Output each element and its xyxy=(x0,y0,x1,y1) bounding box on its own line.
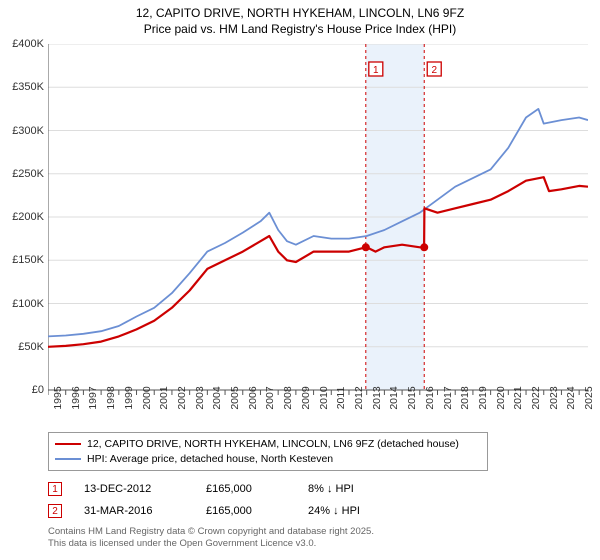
xtick-label: 1996 xyxy=(70,386,82,409)
xtick-label: 2008 xyxy=(282,386,294,409)
xtick-label: 2003 xyxy=(194,386,206,409)
xtick-label: 2004 xyxy=(211,386,223,409)
ytick-label: £100K xyxy=(12,298,44,310)
svg-text:1: 1 xyxy=(373,65,379,76)
ytick-label: £150K xyxy=(12,254,44,266)
xtick-label: 2025 xyxy=(583,386,595,409)
xtick-label: 2009 xyxy=(300,386,312,409)
footer-line1: Contains HM Land Registry data © Crown c… xyxy=(48,526,374,538)
xtick-label: 2012 xyxy=(353,386,365,409)
legend-row-hpi: HPI: Average price, detached house, Nort… xyxy=(55,452,481,467)
xtick-label: 2020 xyxy=(495,386,507,409)
ytick-label: £300K xyxy=(12,125,44,137)
ytick-label: £250K xyxy=(12,168,44,180)
footer: Contains HM Land Registry data © Crown c… xyxy=(48,526,374,551)
title-subtitle: Price paid vs. HM Land Registry's House … xyxy=(0,22,600,36)
xtick-label: 2000 xyxy=(141,386,153,409)
legend-swatch-hpi xyxy=(55,458,81,460)
title-address: 12, CAPITO DRIVE, NORTH HYKEHAM, LINCOLN… xyxy=(0,6,600,20)
legend-box: 12, CAPITO DRIVE, NORTH HYKEHAM, LINCOLN… xyxy=(48,432,488,471)
footer-line2: This data is licensed under the Open Gov… xyxy=(48,538,374,550)
xtick-label: 2010 xyxy=(318,386,330,409)
chart-svg: 12 xyxy=(48,44,588,424)
ytick-label: £0 xyxy=(32,384,44,396)
xtick-label: 2013 xyxy=(371,386,383,409)
xtick-label: 2017 xyxy=(442,386,454,409)
xtick-label: 2019 xyxy=(477,386,489,409)
xtick-label: 1995 xyxy=(52,386,64,409)
xtick-label: 2001 xyxy=(158,386,170,409)
xtick-label: 2002 xyxy=(176,386,188,409)
legend-swatch-price xyxy=(55,443,81,445)
xtick-label: 2014 xyxy=(388,386,400,409)
xtick-label: 2006 xyxy=(247,386,259,409)
xtick-label: 2005 xyxy=(229,386,241,409)
ytick-label: £400K xyxy=(12,38,44,50)
xtick-label: 2015 xyxy=(406,386,418,409)
svg-text:2: 2 xyxy=(431,65,437,76)
ytick-label: £200K xyxy=(12,211,44,223)
chart-container: 12, CAPITO DRIVE, NORTH HYKEHAM, LINCOLN… xyxy=(0,0,600,560)
sale-diff-1: 8% ↓ HPI xyxy=(308,483,398,495)
xtick-label: 1999 xyxy=(123,386,135,409)
sale-row-1: 1 13-DEC-2012 £165,000 8% ↓ HPI xyxy=(48,478,588,500)
xtick-label: 2011 xyxy=(335,387,347,410)
xtick-label: 2021 xyxy=(512,386,524,409)
sale-price-1: £165,000 xyxy=(206,483,286,495)
sale-row-2: 2 31-MAR-2016 £165,000 24% ↓ HPI xyxy=(48,500,588,522)
sale-diff-2: 24% ↓ HPI xyxy=(308,505,398,517)
sale-price-2: £165,000 xyxy=(206,505,286,517)
title-block: 12, CAPITO DRIVE, NORTH HYKEHAM, LINCOLN… xyxy=(0,0,600,38)
xtick-label: 1997 xyxy=(87,386,99,409)
ytick-label: £350K xyxy=(12,81,44,93)
ytick-label: £50K xyxy=(18,341,44,353)
chart-area: 12 xyxy=(48,44,588,424)
xtick-label: 1998 xyxy=(105,386,117,409)
xtick-label: 2007 xyxy=(264,386,276,409)
legend-row-price: 12, CAPITO DRIVE, NORTH HYKEHAM, LINCOLN… xyxy=(55,437,481,452)
legend-label-price: 12, CAPITO DRIVE, NORTH HYKEHAM, LINCOLN… xyxy=(87,437,459,452)
xtick-label: 2023 xyxy=(548,386,560,409)
legend-label-hpi: HPI: Average price, detached house, Nort… xyxy=(87,452,333,467)
xtick-label: 2018 xyxy=(459,386,471,409)
sale-marker-1: 1 xyxy=(48,482,62,496)
xtick-label: 2022 xyxy=(530,386,542,409)
sale-rows: 1 13-DEC-2012 £165,000 8% ↓ HPI 2 31-MAR… xyxy=(48,478,588,522)
sale-marker-2: 2 xyxy=(48,504,62,518)
sale-date-2: 31-MAR-2016 xyxy=(84,505,184,517)
xtick-label: 2024 xyxy=(565,386,577,409)
xtick-label: 2016 xyxy=(424,386,436,409)
sale-date-1: 13-DEC-2012 xyxy=(84,483,184,495)
